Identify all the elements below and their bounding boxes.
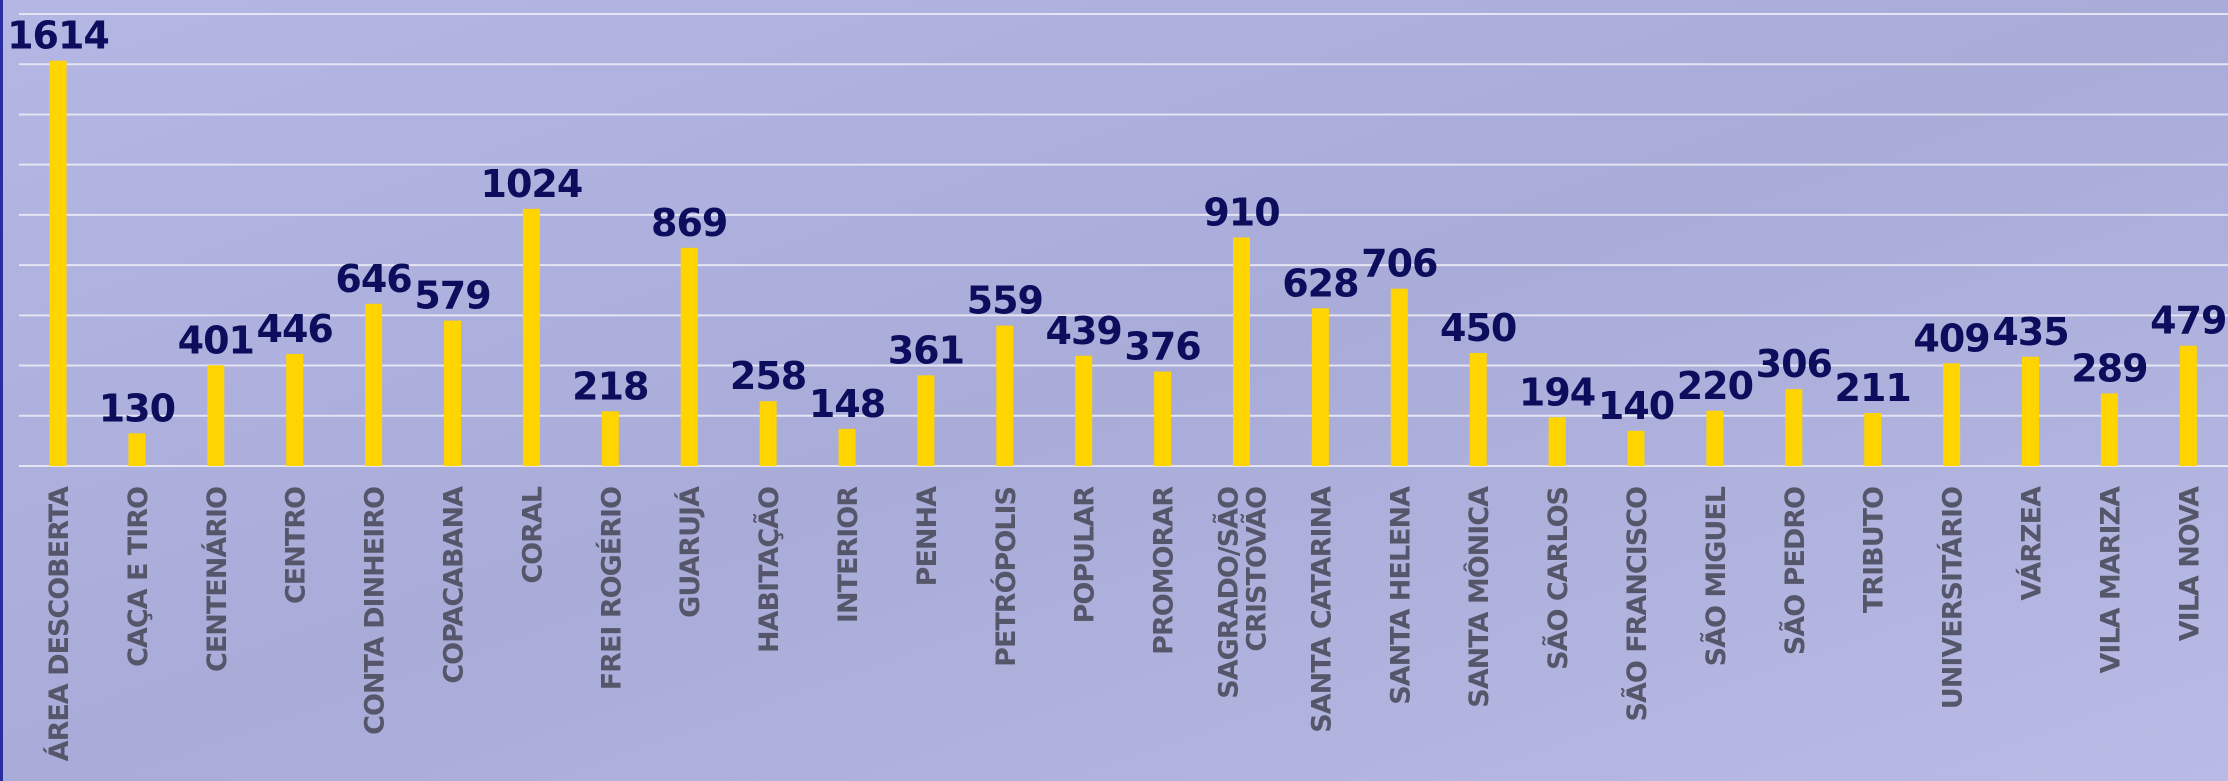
value-label: 628: [1282, 261, 1358, 305]
value-label: 376: [1124, 325, 1200, 369]
bar: [917, 375, 935, 466]
bar: [601, 411, 619, 466]
category-label: GUARUJÁ: [674, 486, 706, 618]
value-label: 1614: [7, 14, 109, 58]
category-label: CAÇA E TIRO: [123, 487, 154, 667]
category-label: SANTA CATARINA: [1306, 486, 1337, 733]
category-label: PETRÓPOLIS: [990, 487, 1022, 667]
category-label: UNIVERSITÁRIO: [1937, 487, 1969, 709]
category-label: ÁREA DESCOBERTA: [43, 486, 75, 761]
category-label: PENHA: [912, 486, 943, 586]
left-border: [0, 0, 3, 781]
value-label: 579: [414, 274, 490, 318]
bar: [49, 60, 67, 466]
value-label: 289: [2071, 346, 2147, 390]
value-label: 1024: [481, 162, 583, 206]
value-label: 646: [335, 257, 411, 301]
category-label: PROMORAR: [1149, 486, 1180, 655]
category-label: VILA NOVA: [2174, 486, 2205, 641]
category-label: CONTA DINHEIRO: [360, 487, 391, 735]
bar: [1548, 417, 1566, 466]
bar: [1311, 308, 1329, 466]
bar: [1943, 363, 1961, 466]
bar: [1075, 355, 1093, 466]
category-label: INTERIOR: [833, 486, 864, 623]
bar: [1706, 410, 1724, 466]
category-label: SÃO FRANCISCO: [1621, 487, 1653, 722]
value-label: 450: [1440, 306, 1516, 350]
value-label: 706: [1361, 242, 1437, 286]
category-label: SÃO CARLOS: [1542, 487, 1574, 670]
bar: [207, 365, 225, 466]
category-label: VÁRZEA: [2016, 486, 2048, 601]
value-label: 401: [178, 318, 254, 362]
value-label: 306: [1756, 342, 1832, 386]
bar: [1627, 430, 1645, 466]
category-label: SAGRADO/SÃOCRISTOVÃO: [1213, 487, 1273, 699]
value-label: 361: [888, 328, 964, 372]
category-label: TRIBUTO: [1859, 487, 1890, 613]
bar: [1469, 353, 1487, 466]
category-label: HABITAÇÃO: [753, 487, 785, 653]
value-label: 409: [1913, 316, 1989, 360]
value-label: 220: [1677, 364, 1753, 408]
bar: [838, 428, 856, 466]
value-label: 479: [2150, 299, 2226, 343]
category-label: COPACABANA: [439, 486, 470, 684]
bar: [128, 433, 146, 466]
category-label: CENTRO: [281, 487, 312, 604]
category-label: SANTA MÔNICA: [1463, 486, 1495, 708]
bar: [286, 354, 304, 466]
bar: [996, 325, 1014, 466]
bar: [2100, 393, 2118, 466]
value-label: 148: [809, 382, 885, 426]
bar: [522, 208, 540, 466]
value-label: 435: [1992, 310, 2068, 354]
value-label: 446: [257, 307, 333, 351]
value-label: 211: [1835, 366, 1911, 410]
category-label: SÃO PEDRO: [1779, 487, 1811, 655]
bar: [1390, 288, 1408, 466]
bar: [365, 303, 383, 466]
category-label: SANTA HELENA: [1385, 486, 1416, 705]
category-label: CENTENÁRIO: [201, 487, 233, 672]
value-label: 559: [967, 279, 1043, 323]
category-label: SÃO MIGUEL: [1700, 486, 1732, 666]
bar: [680, 247, 698, 466]
bar: [2022, 356, 2039, 466]
bar: [444, 320, 461, 466]
value-label: 130: [99, 386, 175, 430]
category-label: VILA MARIZA: [2095, 486, 2126, 674]
category-label: POPULAR: [1070, 486, 1101, 624]
value-label: 140: [1598, 384, 1674, 428]
bar: [2179, 345, 2197, 466]
value-label: 218: [572, 364, 648, 408]
value-label: 258: [730, 354, 806, 398]
value-label: 439: [1046, 309, 1122, 353]
bar: [759, 401, 777, 466]
value-label: 194: [1519, 370, 1595, 414]
value-label: 910: [1203, 190, 1279, 234]
bar: [1233, 237, 1250, 466]
bar: [1785, 389, 1803, 466]
value-label: 869: [651, 201, 727, 245]
bar: [1864, 413, 1882, 466]
category-label: FREI ROGÉRIO: [595, 487, 627, 690]
bar: [1154, 371, 1172, 466]
category-label: CORAL: [517, 486, 548, 583]
